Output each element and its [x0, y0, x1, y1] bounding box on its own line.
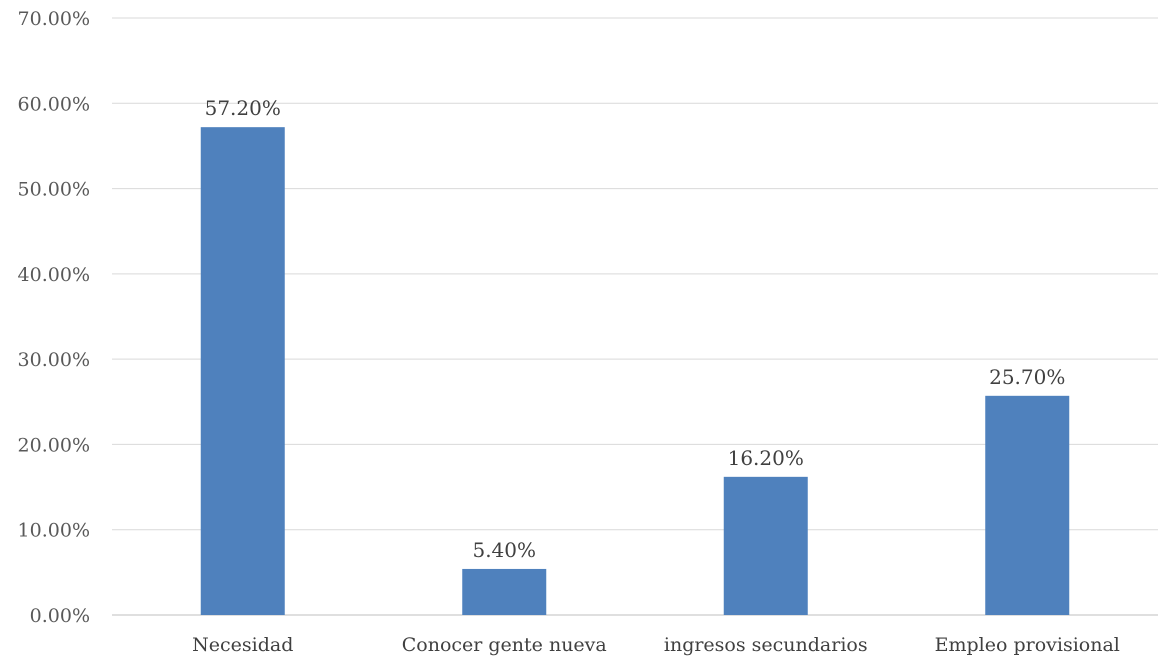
gridlines — [112, 17, 1158, 616]
y-tick-label: 70.00% — [18, 8, 90, 30]
y-tick-label: 20.00% — [18, 434, 90, 456]
bars — [200, 127, 1070, 615]
bar-conocer-gente-nueva — [462, 568, 547, 615]
data-label: 57.20% — [205, 96, 281, 120]
x-category-label: ingresos secundarios — [664, 634, 868, 656]
data-label: 16.20% — [728, 446, 804, 470]
x-category-label: Conocer gente nueva — [402, 634, 607, 656]
bar-empleo-provisional — [985, 395, 1070, 615]
x-category-label: Necesidad — [192, 634, 293, 656]
bar-ingresos-secundarios — [723, 476, 808, 615]
data-label: 5.40% — [472, 538, 536, 562]
x-axis-categories: Necesidad Conocer gente nueva ingresos sec… — [192, 634, 1120, 656]
y-tick-label: 50.00% — [18, 179, 90, 201]
y-tick-label: 40.00% — [18, 264, 90, 286]
data-labels: 57.20% 5.40% 16.20% 25.70% — [205, 96, 1066, 562]
data-label: 25.70% — [989, 365, 1065, 389]
y-tick-label: 10.00% — [18, 520, 90, 542]
bar-necesidad — [200, 127, 285, 615]
y-axis-ticks: 0.00% 10.00% 20.00% 30.00% 40.00% 50.00% 60.00… — [18, 8, 90, 627]
y-tick-label: 0.00% — [30, 605, 90, 627]
x-category-label: Empleo provisional — [935, 634, 1120, 656]
y-tick-label: 60.00% — [18, 93, 90, 115]
y-tick-label: 30.00% — [18, 349, 90, 371]
